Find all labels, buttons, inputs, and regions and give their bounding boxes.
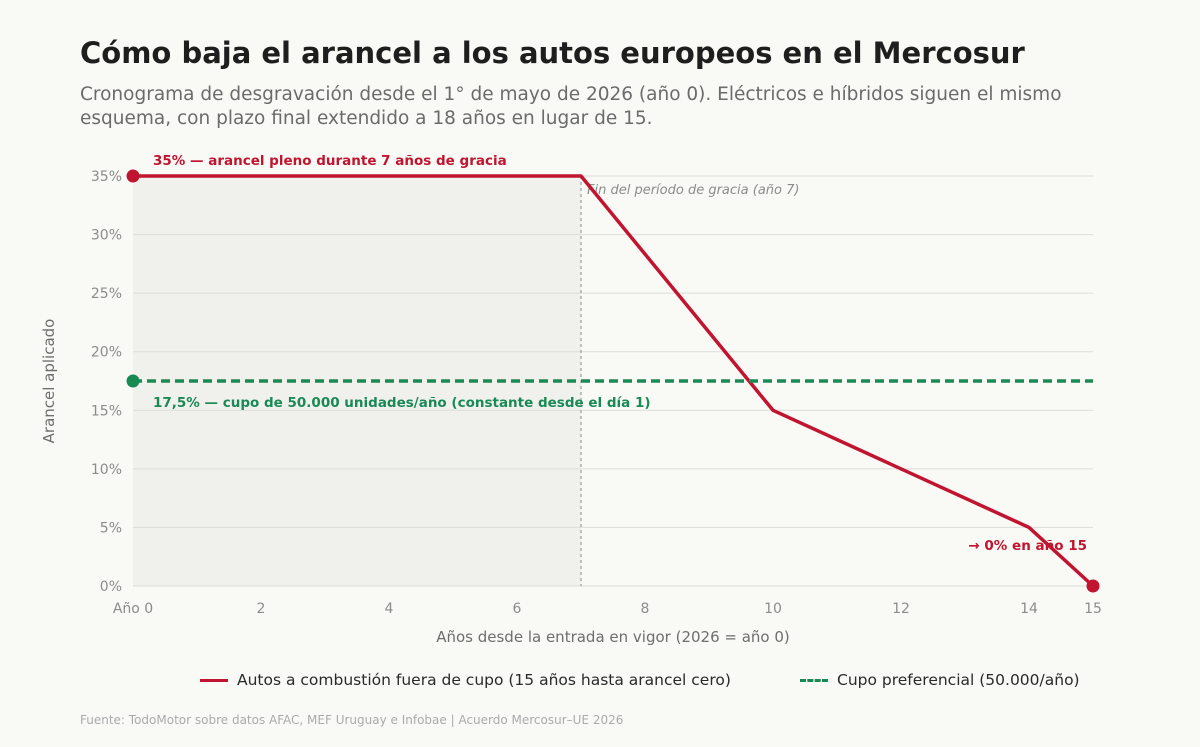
chart-title: Cómo baja el arancel a los autos europeo… (80, 36, 1025, 70)
legend-swatch-combustion (200, 678, 228, 682)
y-tick-label: 25% (91, 286, 122, 302)
legend-item-quota: Cupo preferencial (50.000/año) (800, 671, 1080, 689)
annotation-quota: 17,5% — cupo de 50.000 unidades/año (con… (153, 395, 651, 411)
y-tick-label: 5% (100, 520, 122, 536)
y-tick-label: 35% (91, 169, 122, 185)
x-tick-label: 8 (641, 601, 650, 617)
x-tick-label: 4 (385, 601, 394, 617)
line-chart: 0% 5% 10% 15% 20% 25% 30% 35% Año 0 2 4 6 8 10 12 14 15… (40, 153, 1102, 646)
x-tick-label: 15 (1084, 601, 1102, 617)
series-line-0 (133, 174, 1095, 588)
annotation-zero: → 0% en año 15 (968, 538, 1087, 554)
y-tick-label: 30% (91, 228, 122, 244)
x-axis-label: Años desde la entrada en vigor (2026 = a… (436, 628, 790, 646)
x-tick-label: 2 (257, 601, 266, 617)
series-point (126, 169, 140, 183)
y-axis-label: Arancel aplicado (40, 319, 58, 444)
y-axis-ticks: 0% 5% 10% 15% 20% 25% 30% 35% (91, 169, 122, 595)
legend-label-combustion: Autos a combustión fuera de cupo (15 año… (237, 671, 731, 689)
legend-swatch-quota (800, 678, 828, 682)
legend: Autos a combustión fuera de cupo (15 año… (0, 671, 1200, 693)
annotation-full-tariff: 35% — arancel pleno durante 7 años de gr… (153, 153, 507, 169)
x-tick-label: 12 (892, 601, 910, 617)
series-point (126, 374, 140, 388)
x-axis-ticks: Año 0 2 4 6 8 10 12 14 15 (113, 601, 1102, 617)
x-tick-label: 10 (764, 601, 782, 617)
x-tick-label: 6 (513, 601, 522, 617)
source-note: Fuente: TodoMotor sobre datos AFAC, MEF … (80, 713, 624, 727)
legend-label-quota: Cupo preferencial (50.000/año) (837, 671, 1080, 689)
x-tick-label: 14 (1020, 601, 1038, 617)
series-point (1086, 579, 1100, 593)
legend-item-combustion: Autos a combustión fuera de cupo (15 año… (200, 671, 731, 689)
y-tick-label: 20% (91, 345, 122, 361)
grace-end-label: Fin del período de gracia (año 7) (587, 183, 799, 198)
y-tick-label: 0% (100, 579, 122, 595)
x-tick-label: Año 0 (113, 601, 153, 617)
y-tick-label: 15% (91, 403, 122, 419)
series-group (126, 169, 1100, 593)
chart-subtitle: Cronograma de desgravación desde el 1° d… (80, 84, 1062, 129)
y-tick-label: 10% (91, 462, 122, 478)
